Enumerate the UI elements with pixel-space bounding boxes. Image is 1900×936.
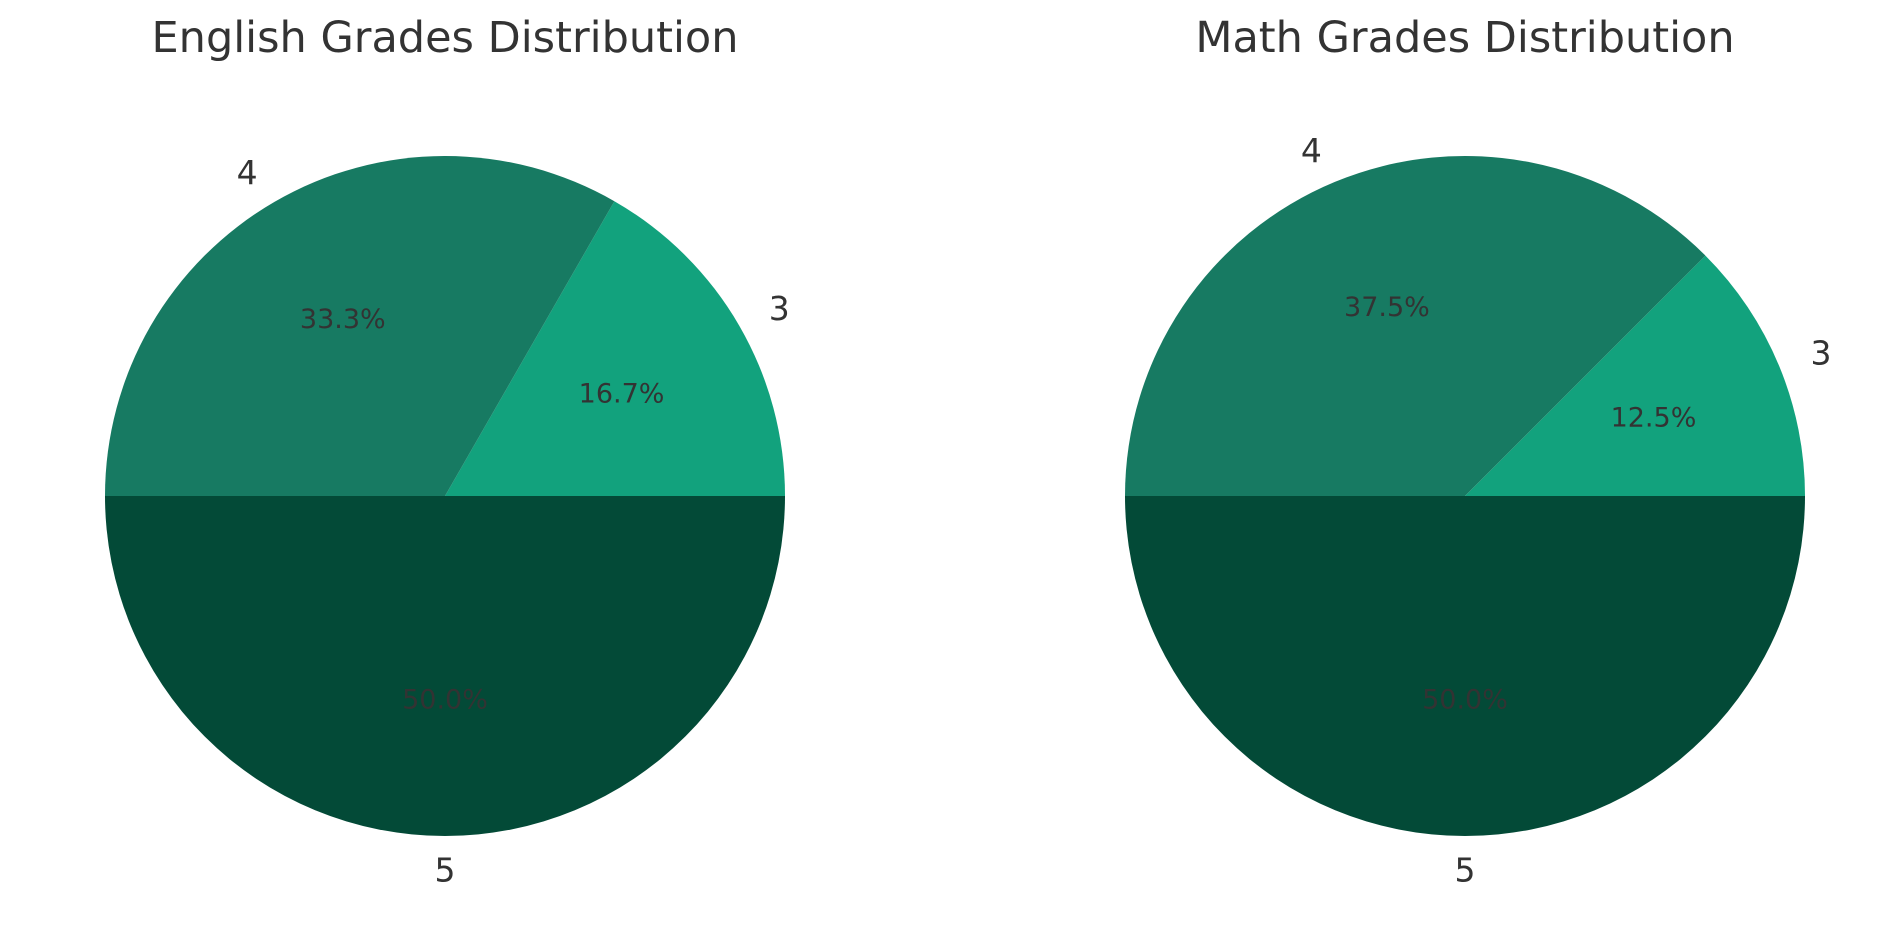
math-percent-grade-4: 37.5% <box>1344 292 1430 323</box>
english-slice-grade-3 <box>445 201 785 496</box>
english-label-grade-3: 3 <box>769 289 790 328</box>
english-pie-chart: English Grades Distribution 3 16.7% 4 33.3%… <box>104 13 790 890</box>
math-label-grade-3: 3 <box>1811 333 1832 372</box>
english-percent-grade-3: 16.7% <box>579 378 665 409</box>
math-slice-grade-4 <box>1125 156 1706 496</box>
math-label-grade-5: 5 <box>1455 851 1476 890</box>
english-pie-slices <box>104 156 785 836</box>
english-slice-grade-4 <box>104 156 615 496</box>
english-pie-labels: 3 16.7% 4 33.3% 5 50.0% <box>237 153 790 890</box>
english-chart-title: English Grades Distribution <box>152 13 739 63</box>
math-chart-title: Math Grades Distribution <box>1195 13 1734 63</box>
math-percent-grade-3: 12.5% <box>1611 402 1697 433</box>
english-slice-grade-5 <box>105 496 785 836</box>
math-label-grade-4: 4 <box>1301 131 1322 170</box>
math-slice-grade-3 <box>1465 255 1805 496</box>
math-pie-slices <box>1125 156 1805 836</box>
math-pie-chart: Math Grades Distribution 3 12.5% 4 37.5% 5 50… <box>1125 13 1832 890</box>
english-label-grade-5: 5 <box>435 851 456 890</box>
math-slice-grade-5 <box>1125 496 1805 836</box>
math-percent-grade-5: 50.0% <box>1422 685 1508 716</box>
english-percent-grade-4: 33.3% <box>300 304 386 335</box>
english-percent-grade-5: 50.0% <box>402 685 488 716</box>
english-label-grade-4: 4 <box>237 153 258 192</box>
math-pie-labels: 3 12.5% 4 37.5% 5 50.0% <box>1301 131 1832 890</box>
